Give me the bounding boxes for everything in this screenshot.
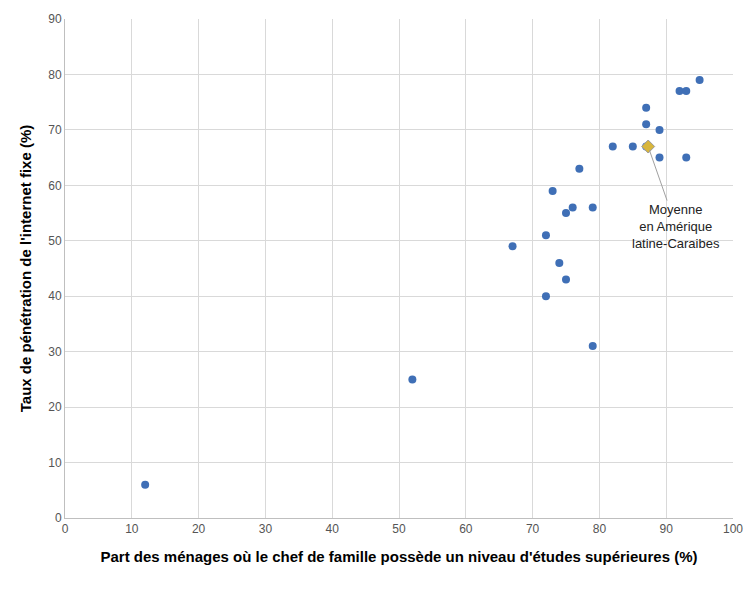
svg-text:100: 100 [723, 522, 743, 536]
svg-text:20: 20 [48, 400, 62, 414]
svg-text:30: 30 [259, 522, 273, 536]
svg-text:90: 90 [48, 12, 62, 26]
svg-text:60: 60 [459, 522, 473, 536]
svg-text:20: 20 [192, 522, 206, 536]
svg-text:Moyenneen Amériquelatine-Carai: Moyenneen Amériquelatine-Caraibes [632, 202, 720, 251]
svg-text:50: 50 [48, 234, 62, 248]
svg-text:30: 30 [48, 345, 62, 359]
svg-text:80: 80 [48, 68, 62, 82]
svg-text:40: 40 [48, 289, 62, 303]
svg-text:70: 70 [526, 522, 540, 536]
svg-text:50: 50 [392, 522, 406, 536]
svg-text:Part des ménages où le chef de: Part des ménages où le chef de famille p… [100, 548, 697, 565]
svg-text:60: 60 [48, 179, 62, 193]
svg-text:70: 70 [48, 123, 62, 137]
svg-text:40: 40 [326, 522, 340, 536]
svg-text:80: 80 [593, 522, 607, 536]
svg-text:90: 90 [660, 522, 674, 536]
svg-text:0: 0 [55, 511, 62, 525]
svg-text:10: 10 [48, 456, 62, 470]
svg-text:0: 0 [62, 522, 69, 536]
svg-text:10: 10 [125, 522, 139, 536]
svg-text:Taux de pénétration de l'inter: Taux de pénétration de l'internet fixe (… [17, 125, 34, 413]
